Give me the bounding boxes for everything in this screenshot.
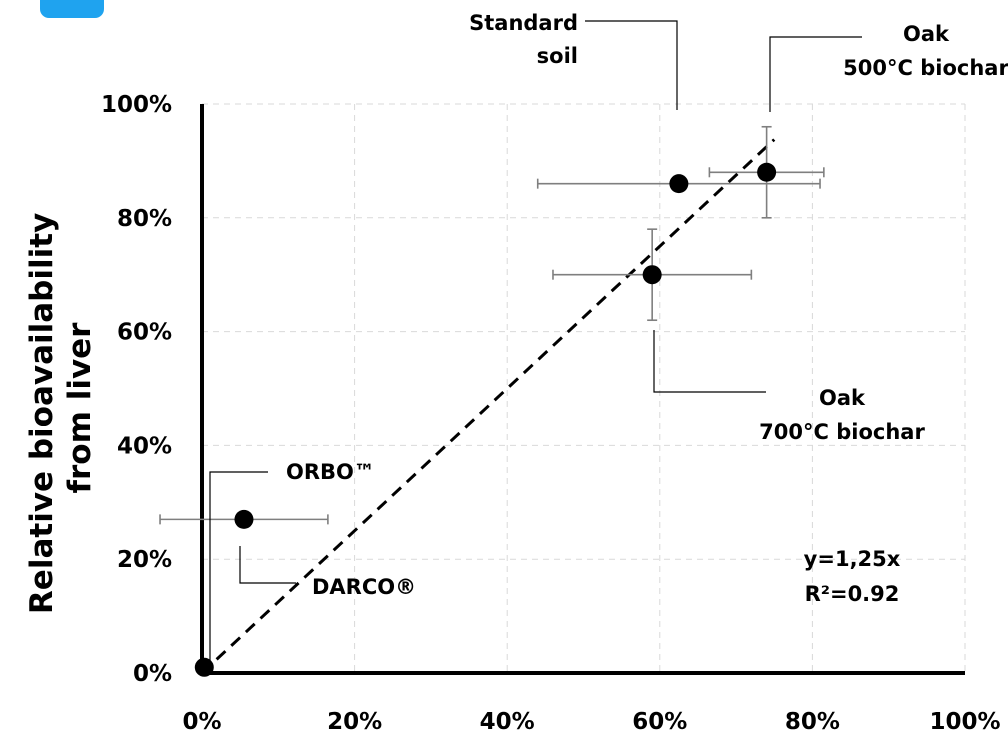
data-point <box>757 162 777 182</box>
y-tick-label: 20% <box>117 547 172 573</box>
tick-labels: 0% 20% 40% 60% 80% 100% 0% 20% 40% 60% 80% 100% <box>101 92 1001 735</box>
point-label: soil <box>537 44 578 68</box>
axes <box>200 104 965 675</box>
point-labels: Standard soil Oak 500°C biochar Oak 700°C bio… <box>286 11 1008 599</box>
x-tick-label: 80% <box>785 709 840 735</box>
point-label: 500°C biochar <box>843 56 1008 80</box>
fit-equation: y=1,25x <box>804 547 901 571</box>
blue-tab-badge <box>40 0 104 18</box>
point-label: ORBO™ <box>286 460 375 484</box>
point-label: Oak <box>903 22 950 46</box>
x-tick-label: 100% <box>929 709 1000 735</box>
annotation-leader-line <box>653 330 766 393</box>
y-axis-label: Relative bioavailability from liver <box>24 202 98 614</box>
fit-r-squared: R²=0.92 <box>805 582 900 606</box>
data-point <box>194 657 214 677</box>
error-bars <box>159 125 825 525</box>
point-label: 700°C biochar <box>759 420 925 444</box>
y-axis-label-line1: Relative bioavailability <box>24 213 60 614</box>
annotation-leader-line <box>769 36 862 112</box>
point-label: DARCO® <box>312 575 416 599</box>
grid-lines <box>202 103 966 673</box>
y-tick-label: 40% <box>117 433 172 459</box>
data-point <box>234 509 254 529</box>
data-point <box>669 174 689 194</box>
point-label: Oak <box>819 386 866 410</box>
x-tick-label: 20% <box>327 709 382 735</box>
y-tick-label: 100% <box>101 92 172 118</box>
annotation-leader-line <box>209 471 268 666</box>
y-axis-label-line2: from liver <box>62 322 98 494</box>
x-tick-label: 0% <box>182 709 221 735</box>
annotation-leader-line <box>239 546 296 584</box>
x-tick-label: 40% <box>480 709 535 735</box>
x-tick-label: 60% <box>632 709 687 735</box>
y-tick-label: 0% <box>133 661 172 687</box>
trend-line <box>200 138 776 675</box>
annotation-leaders <box>209 20 862 666</box>
data-points <box>194 162 777 677</box>
y-tick-label: 80% <box>117 206 172 232</box>
y-tick-label: 60% <box>117 320 172 346</box>
point-label: Standard <box>469 11 578 35</box>
data-point <box>642 265 662 285</box>
fit-line <box>200 138 776 675</box>
annotation-leader-line <box>585 20 678 110</box>
